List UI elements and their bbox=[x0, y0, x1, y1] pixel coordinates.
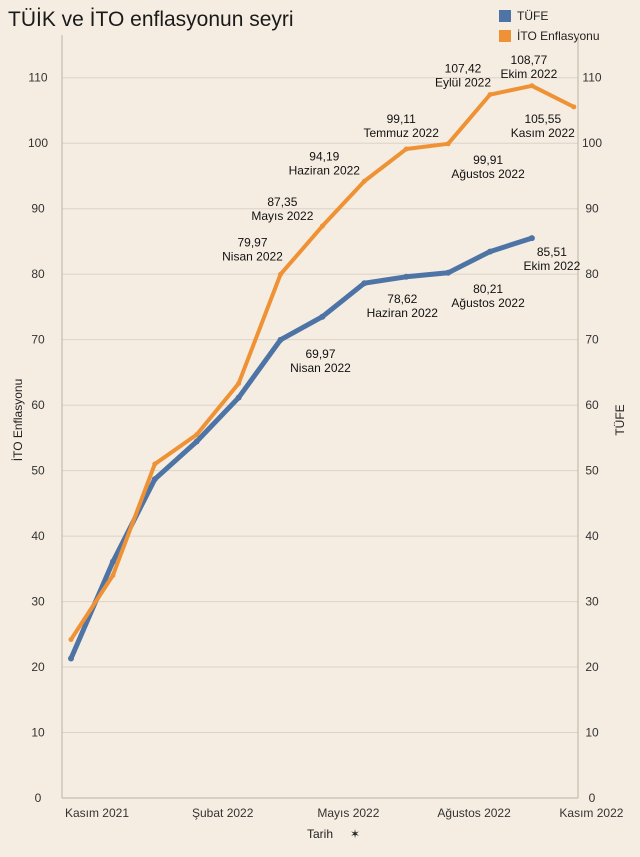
data-label-value: 105,55 bbox=[524, 112, 561, 126]
legend-item-ito[interactable]: İTO Enflasyonu bbox=[499, 26, 600, 46]
data-point-ito bbox=[361, 178, 367, 184]
data-label-value: 80,21 bbox=[473, 282, 503, 296]
legend-label-ito: İTO Enflasyonu bbox=[517, 29, 600, 43]
y-tick-label-left: 0 bbox=[35, 791, 42, 805]
y-tick-label-right: 20 bbox=[585, 660, 599, 674]
y-tick-label-right: 50 bbox=[585, 464, 599, 478]
data-point-tufe bbox=[361, 280, 368, 287]
data-point-tufe bbox=[528, 235, 535, 242]
data-label-value: 99,91 bbox=[473, 153, 503, 167]
data-point-ito bbox=[110, 572, 116, 578]
y-tick-label-left: 20 bbox=[31, 660, 45, 674]
data-point-tufe bbox=[403, 273, 410, 280]
y-tick-label-right: 0 bbox=[589, 791, 596, 805]
y-tick-label-right: 10 bbox=[585, 726, 599, 740]
data-point-ito bbox=[194, 432, 200, 438]
data-label-date: Haziran 2022 bbox=[367, 306, 439, 320]
x-tick-label: Kasım 2021 bbox=[65, 806, 129, 820]
data-label-date: Ekim 2022 bbox=[524, 259, 581, 273]
y-tick-label-left: 30 bbox=[31, 595, 45, 609]
y-tick-label-left: 100 bbox=[28, 136, 48, 150]
y-tick-label-left: 40 bbox=[31, 529, 45, 543]
data-point-ito bbox=[152, 461, 158, 467]
y-tick-label-left: 60 bbox=[31, 398, 45, 412]
data-label-value: 107,42 bbox=[445, 62, 482, 76]
y-tick-label-right: 90 bbox=[585, 202, 599, 216]
y-tick-label-right: 100 bbox=[582, 136, 602, 150]
data-label-value: 94,19 bbox=[309, 149, 339, 163]
data-point-tufe bbox=[445, 269, 452, 276]
data-point-tufe bbox=[68, 655, 74, 662]
chart-title: TÜİK ve İTO enflasyonun seyri bbox=[8, 8, 294, 31]
data-label-value: 69,97 bbox=[305, 347, 335, 361]
data-label-value: 87,35 bbox=[267, 195, 297, 209]
legend-label-tufe: TÜFE bbox=[517, 9, 549, 23]
y-tick-label-left: 50 bbox=[31, 464, 45, 478]
y-tick-label-right: 40 bbox=[585, 529, 599, 543]
data-point-tufe bbox=[319, 313, 326, 320]
data-point-ito bbox=[487, 92, 493, 98]
x-tick-label: Şubat 2022 bbox=[192, 806, 254, 820]
data-label-value: 78,62 bbox=[387, 292, 417, 306]
data-point-tufe bbox=[235, 394, 242, 401]
data-label-date: Ağustos 2022 bbox=[451, 296, 525, 310]
data-label-date: Nisan 2022 bbox=[290, 361, 351, 375]
data-point-tufe bbox=[193, 438, 200, 445]
y-tick-label-right: 60 bbox=[585, 398, 599, 412]
data-point-ito bbox=[529, 83, 535, 89]
y-axis-title-left: İTO Enflasyonu bbox=[11, 379, 25, 462]
y-tick-label-left: 70 bbox=[31, 333, 45, 347]
y-tick-label-left: 80 bbox=[31, 267, 45, 281]
legend-swatch-tufe bbox=[499, 10, 511, 22]
legend: TÜFE İTO Enflasyonu bbox=[499, 6, 600, 46]
legend-swatch-ito bbox=[499, 30, 511, 42]
data-point-ito bbox=[236, 381, 242, 387]
data-label-date: Mayıs 2022 bbox=[251, 209, 313, 223]
data-point-ito bbox=[403, 146, 409, 152]
data-point-ito bbox=[319, 223, 325, 229]
data-point-ito bbox=[571, 104, 577, 110]
data-point-tufe bbox=[487, 248, 493, 255]
data-label-value: 79,97 bbox=[237, 235, 267, 249]
data-label-date: Haziran 2022 bbox=[289, 163, 361, 177]
data-label-date: Nisan 2022 bbox=[222, 249, 283, 263]
y-tick-label-right: 110 bbox=[582, 71, 601, 85]
data-label-date: Temmuz 2022 bbox=[364, 126, 440, 140]
data-point-ito bbox=[278, 271, 283, 277]
data-point-ito bbox=[445, 141, 451, 147]
legend-item-tufe[interactable]: TÜFE bbox=[499, 6, 600, 26]
x-axis-title: Tarih bbox=[307, 827, 333, 841]
y-tick-label-left: 90 bbox=[31, 202, 45, 216]
data-point-ito bbox=[68, 637, 74, 643]
series-line-tufe bbox=[68, 235, 535, 661]
y-axis-title-right: TÜFE bbox=[613, 404, 627, 435]
x-tick-label: Ağustos 2022 bbox=[437, 806, 511, 820]
data-label-value: 85,51 bbox=[537, 245, 567, 259]
data-point-tufe bbox=[277, 336, 284, 343]
data-point-tufe bbox=[151, 476, 158, 483]
pin-icon: ✶ bbox=[350, 827, 360, 841]
data-label-value: 108,77 bbox=[511, 53, 548, 67]
data-label-value: 99,11 bbox=[387, 112, 416, 126]
x-tick-label: Kasım 2022 bbox=[559, 806, 623, 820]
x-tick-label: Mayıs 2022 bbox=[317, 806, 379, 820]
y-tick-label-left: 110 bbox=[28, 71, 47, 85]
data-label-date: Kasım 2022 bbox=[511, 126, 575, 140]
y-tick-label-right: 70 bbox=[585, 333, 599, 347]
data-point-tufe bbox=[109, 558, 116, 565]
y-tick-label-right: 80 bbox=[585, 267, 599, 281]
data-label-date: Ağustos 2022 bbox=[451, 167, 525, 181]
data-label-date: Ekim 2022 bbox=[501, 67, 558, 81]
data-label-date: Eylül 2022 bbox=[435, 76, 491, 90]
y-tick-label-right: 30 bbox=[585, 595, 599, 609]
y-tick-label-left: 10 bbox=[31, 726, 45, 740]
